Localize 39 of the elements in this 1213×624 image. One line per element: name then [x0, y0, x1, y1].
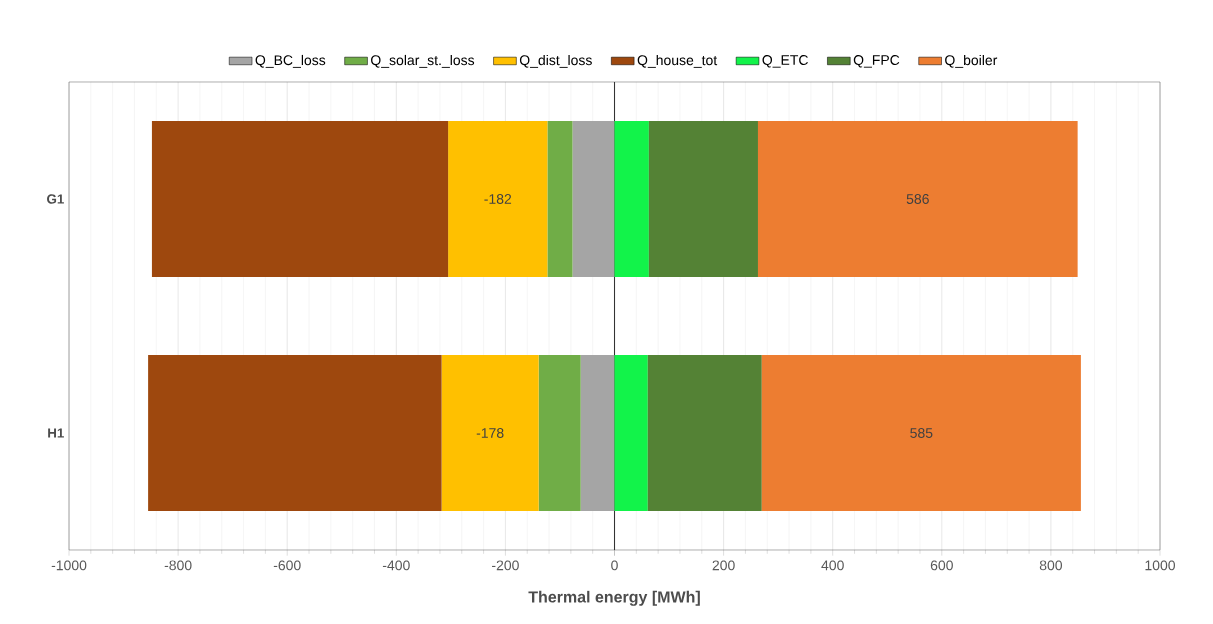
bar [648, 121, 758, 277]
x-tick-label: 800 [1039, 560, 1063, 571]
x-axis-title: Thermal energy [MWh] [528, 590, 700, 606]
bar [580, 355, 615, 511]
bar [614, 121, 649, 277]
legend-label: Q_BC_loss [255, 54, 326, 68]
bar [148, 355, 442, 511]
x-tick-label: -200 [492, 560, 519, 571]
x-tick-label: 600 [930, 560, 953, 571]
bar [151, 121, 449, 277]
x-tick-label: 200 [712, 560, 735, 571]
data-label: -182 [484, 194, 512, 204]
data-label: -178 [476, 428, 504, 438]
bar [538, 355, 581, 511]
x-tick-label: 400 [821, 560, 844, 571]
bar [572, 121, 615, 277]
legend-label: Q_boiler [945, 54, 998, 68]
bar [647, 355, 762, 511]
x-tick-label: 1000 [1145, 560, 1176, 571]
y-tick-label: G1 [47, 194, 64, 204]
legend-label: Q_ETC [762, 55, 808, 68]
bar [761, 355, 1081, 511]
bar [448, 121, 548, 277]
bar [547, 121, 573, 277]
data-label: 585 [910, 428, 933, 438]
x-tick-label: -1000 [51, 560, 87, 571]
y-tick-label: H1 [48, 428, 64, 438]
x-tick-label: -800 [164, 560, 192, 571]
x-tick-label: -400 [382, 560, 410, 571]
bar [441, 355, 539, 511]
legend-label: Q_FPC [853, 55, 900, 68]
bar [614, 355, 648, 511]
bar [757, 121, 1078, 277]
data-label: 586 [906, 194, 929, 204]
legend-label: Q_dist_loss [519, 54, 592, 68]
x-tick-label: -600 [273, 560, 301, 571]
legend-label: Q_solar_st._loss [371, 54, 475, 68]
legend-label: Q_house_tot [637, 54, 718, 68]
x-tick-label: 0 [611, 560, 618, 571]
